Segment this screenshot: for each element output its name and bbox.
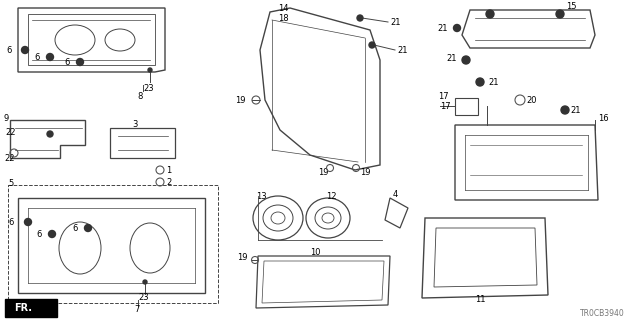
Circle shape (143, 280, 147, 284)
Text: 21: 21 (397, 45, 408, 54)
Text: 19: 19 (318, 167, 328, 177)
Text: 18: 18 (278, 13, 289, 22)
Circle shape (24, 219, 31, 226)
Text: 21: 21 (488, 77, 499, 86)
Circle shape (369, 42, 375, 48)
Text: 2: 2 (166, 178, 172, 187)
Text: 21: 21 (437, 23, 447, 33)
Circle shape (454, 25, 461, 31)
Text: 21: 21 (570, 106, 580, 115)
Text: 6: 6 (6, 45, 12, 54)
Circle shape (49, 230, 56, 237)
Circle shape (84, 225, 92, 231)
Text: 3: 3 (132, 119, 138, 129)
Circle shape (556, 10, 564, 18)
Text: 5: 5 (8, 179, 13, 188)
Text: 10: 10 (310, 247, 321, 257)
Text: 23: 23 (138, 293, 148, 302)
Circle shape (462, 56, 470, 64)
Text: 21: 21 (446, 53, 456, 62)
Circle shape (47, 131, 53, 137)
Text: 17: 17 (440, 101, 451, 110)
Circle shape (47, 53, 54, 60)
Text: 21: 21 (390, 18, 401, 27)
Bar (8, 185, 218, 303)
Text: 11: 11 (475, 295, 486, 305)
Text: 14: 14 (278, 4, 289, 12)
Text: 17: 17 (438, 92, 449, 100)
Text: 8: 8 (137, 92, 142, 100)
Circle shape (22, 46, 29, 53)
Text: 4: 4 (393, 189, 398, 198)
Bar (5, 299, 57, 317)
Text: 6: 6 (36, 229, 42, 238)
Text: 1: 1 (166, 165, 172, 174)
Circle shape (561, 106, 569, 114)
Text: 6: 6 (34, 52, 40, 61)
Circle shape (476, 78, 484, 86)
Text: 7: 7 (134, 305, 140, 314)
Text: 13: 13 (256, 191, 267, 201)
Text: 19: 19 (237, 253, 248, 262)
Text: 15: 15 (566, 2, 577, 11)
Text: 6: 6 (72, 223, 77, 233)
Text: 19: 19 (235, 95, 246, 105)
Text: 22: 22 (4, 154, 15, 163)
Text: FR.: FR. (14, 303, 32, 313)
Circle shape (148, 68, 152, 72)
Text: 23: 23 (143, 84, 154, 92)
Circle shape (357, 15, 363, 21)
Text: 20: 20 (526, 95, 536, 105)
Text: 12: 12 (326, 191, 337, 201)
Circle shape (77, 59, 83, 66)
Text: 6: 6 (64, 58, 69, 67)
Text: TR0CB3940: TR0CB3940 (580, 309, 625, 318)
Text: 16: 16 (598, 114, 609, 123)
Text: 6: 6 (8, 218, 13, 227)
Text: 19: 19 (360, 167, 371, 177)
Text: 22: 22 (5, 127, 15, 137)
Circle shape (486, 10, 494, 18)
Text: 9: 9 (4, 114, 9, 123)
